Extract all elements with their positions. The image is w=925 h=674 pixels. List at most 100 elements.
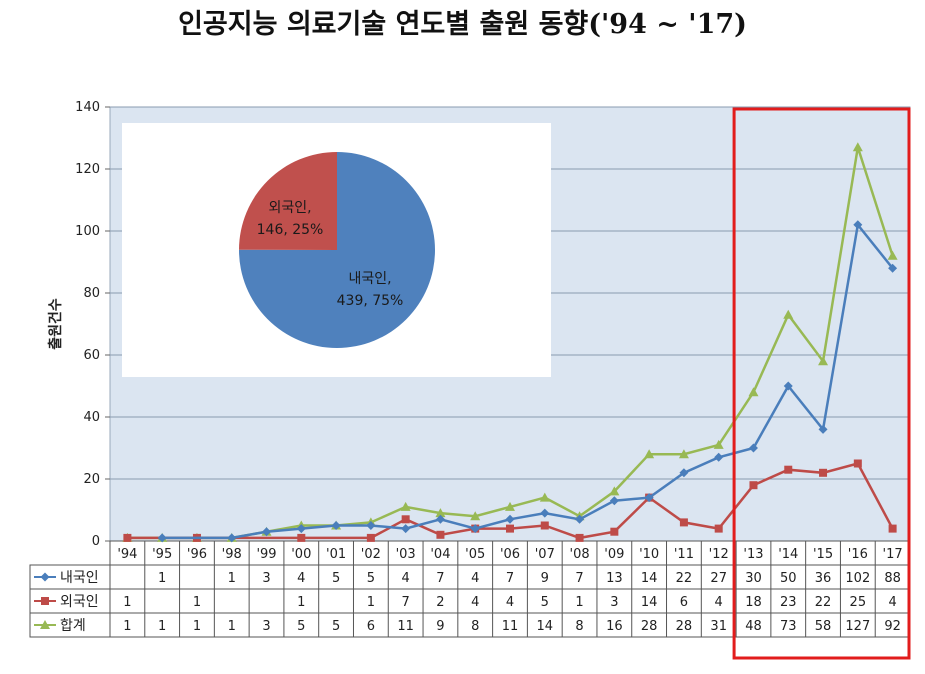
- table-cell: 3: [262, 571, 270, 586]
- x-tick-label: '94: [117, 547, 137, 562]
- table-cell: 1: [193, 595, 201, 610]
- table-cell: 1: [158, 571, 166, 586]
- table-cell: 6: [367, 619, 375, 634]
- data-point-1: [575, 533, 584, 542]
- data-point-0: [714, 452, 724, 462]
- data-point-0: [227, 533, 237, 543]
- x-tick-label: '03: [396, 547, 416, 562]
- table-cell: 1: [228, 571, 236, 586]
- legend-marker-0: [40, 572, 50, 582]
- x-tick-label: '00: [291, 547, 311, 562]
- data-point-0: [505, 514, 515, 524]
- y-tick-label: 40: [83, 410, 100, 425]
- highlight-box: [732, 107, 911, 660]
- data-point-1: [610, 527, 619, 536]
- data-point-2: [783, 309, 794, 319]
- data-point-2: [539, 492, 550, 502]
- data-point-1: [401, 515, 410, 524]
- data-point-1: [366, 533, 375, 542]
- x-tick-label: '14: [778, 547, 798, 562]
- table-cell: 16: [606, 619, 623, 634]
- legend-marker-2: [40, 620, 50, 629]
- table-cell: 30: [745, 571, 762, 586]
- data-point-0: [435, 514, 445, 524]
- table-cell: 25: [850, 595, 867, 610]
- data-point-2: [678, 449, 689, 459]
- table-cell: 92: [884, 619, 901, 634]
- table-cell: 1: [123, 619, 131, 634]
- table-cell: 13: [606, 571, 623, 586]
- x-tick-label: '15: [813, 547, 833, 562]
- data-point-0: [748, 443, 758, 453]
- x-tick-label: '98: [222, 547, 242, 562]
- data-point-2: [400, 501, 411, 511]
- table-cell: 4: [471, 595, 479, 610]
- table-cell: 4: [888, 595, 896, 610]
- data-point-0: [157, 533, 167, 543]
- y-tick-label: 100: [75, 224, 100, 239]
- table-cell: 4: [715, 595, 723, 610]
- data-point-1: [540, 521, 549, 530]
- table-cell: 2: [436, 595, 444, 610]
- x-tick-label: '16: [848, 547, 868, 562]
- x-tick-label: '95: [152, 547, 172, 562]
- x-tick-label: '13: [743, 547, 763, 562]
- data-point-1: [297, 533, 306, 542]
- x-tick-label: '17: [883, 547, 903, 562]
- table-cell: 14: [641, 571, 658, 586]
- table-cell: 4: [297, 571, 305, 586]
- table-cell: 7: [575, 571, 583, 586]
- table-cell: 4: [506, 595, 514, 610]
- legend-marker-1: [41, 597, 49, 605]
- table-cell: 11: [397, 619, 414, 634]
- table-cell: 4: [402, 571, 410, 586]
- data-point-0: [609, 496, 619, 506]
- table-cell: 14: [641, 595, 658, 610]
- table-cell: 22: [815, 595, 832, 610]
- data-point-2: [644, 449, 655, 459]
- table-header-row: [109, 540, 911, 566]
- data-point-2: [435, 508, 446, 518]
- data-point-0: [818, 424, 828, 434]
- table-cell: 9: [541, 571, 549, 586]
- y-tick-label: 0: [92, 534, 100, 549]
- x-tick-label: '02: [361, 547, 381, 562]
- x-tick-label: '06: [500, 547, 520, 562]
- data-point-0: [575, 514, 585, 524]
- table-cell: 5: [332, 619, 340, 634]
- legend-label: 합계: [60, 618, 86, 634]
- data-point-2: [748, 387, 759, 397]
- x-tick-label: '07: [535, 547, 555, 562]
- x-tick-label: '99: [256, 547, 276, 562]
- data-point-2: [852, 142, 863, 152]
- data-point-1: [784, 465, 793, 474]
- table-cell: 36: [815, 571, 832, 586]
- data-point-2: [470, 511, 481, 521]
- table-cell: 4: [471, 571, 479, 586]
- table-cell: 1: [367, 595, 375, 610]
- y-tick-label: 80: [83, 286, 100, 301]
- table-cell: 1: [575, 595, 583, 610]
- data-point-0: [262, 527, 272, 537]
- data-point-2: [818, 356, 829, 366]
- table-cell: 1: [228, 619, 236, 634]
- table-cell: 5: [541, 595, 549, 610]
- table-cell: 127: [845, 619, 870, 634]
- data-point-2: [713, 439, 724, 449]
- x-tick-label: '08: [570, 547, 590, 562]
- data-point-1: [436, 530, 445, 539]
- data-point-0: [679, 468, 689, 478]
- y-tick-label: 120: [75, 162, 100, 177]
- data-point-0: [366, 521, 376, 530]
- table-cell: 7: [402, 595, 410, 610]
- table-cell: 7: [506, 571, 514, 586]
- data-point-1: [853, 459, 862, 468]
- data-point-1: [749, 481, 758, 490]
- data-point-2: [609, 486, 620, 496]
- x-tick-label: '10: [639, 547, 659, 562]
- data-point-0: [331, 521, 341, 530]
- pie-slice-1: [239, 152, 337, 250]
- data-point-0: [644, 493, 654, 503]
- data-point-1: [506, 524, 514, 533]
